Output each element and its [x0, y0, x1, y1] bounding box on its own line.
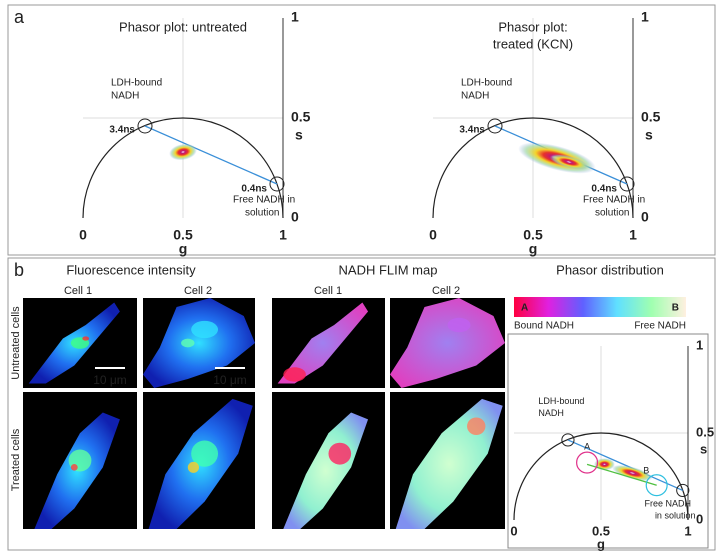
- panel-label: b: [14, 260, 24, 280]
- lifetime-marker: [487, 118, 503, 134]
- y-axis-label: s: [700, 441, 707, 456]
- cluster-b: [645, 474, 668, 497]
- cell: [143, 298, 255, 388]
- panel-label: a: [14, 7, 25, 27]
- x-tick-label: 1: [629, 227, 637, 243]
- panel-a-frame: [7, 4, 716, 256]
- universal-circle: [513, 432, 689, 521]
- cell: [390, 298, 505, 388]
- lifetime-marker: [269, 176, 285, 192]
- x-tick-label: 0.5: [592, 523, 610, 538]
- x-tick-label: 0.5: [173, 227, 193, 243]
- x-tick-label: 0: [510, 523, 517, 538]
- plot-title: Phasor plot: untreated: [119, 19, 247, 34]
- universal-circle: [82, 117, 284, 219]
- annotation: NADH: [111, 91, 139, 102]
- lifetime-marker: [561, 433, 575, 447]
- lifetime-label: 3.4ns: [109, 125, 135, 136]
- cell-label: Cell 2: [184, 285, 212, 297]
- cell-feature: [70, 464, 78, 471]
- colorbar-label: B: [672, 303, 679, 314]
- cell-label: Cell 2: [432, 285, 460, 297]
- x-axis-label: g: [179, 241, 188, 257]
- annotation: Free NADH in: [583, 195, 645, 206]
- cell-feature: [328, 442, 352, 465]
- cell-feature: [283, 367, 306, 382]
- cell-label: Cell 1: [314, 285, 342, 297]
- annotation: solution: [595, 208, 629, 219]
- y-tick-label: 0.5: [641, 109, 661, 125]
- cell-label: Cell 1: [64, 285, 92, 297]
- cluster-a: [576, 451, 599, 474]
- y-tick-label: 1: [641, 9, 649, 25]
- y-tick-label: 1: [291, 9, 299, 25]
- annotation: solution: [245, 208, 279, 219]
- phasor-cloud: [612, 465, 653, 482]
- annotation: LDH-bound: [111, 78, 162, 89]
- cell-feature: [82, 336, 90, 341]
- lifetime-label: 3.4ns: [459, 125, 485, 136]
- annotation: Free NADH: [645, 499, 692, 509]
- inset-frame: [507, 333, 709, 549]
- cluster-label: B: [643, 466, 649, 476]
- colorbar-label: A: [521, 303, 528, 314]
- cell-feature: [187, 461, 199, 473]
- lifetime-marker: [137, 118, 153, 134]
- colorbar-label: Bound NADH: [514, 321, 574, 332]
- annotation: LDH-bound: [461, 78, 512, 89]
- x-tick-label: 0: [79, 227, 87, 243]
- cell: [277, 302, 369, 384]
- lifetime-marker: [676, 483, 690, 498]
- annotation: LDH-bound: [538, 396, 584, 406]
- annotation: NADH: [538, 408, 564, 418]
- y-tick-label: 0: [641, 209, 649, 225]
- x-tick-label: 0: [429, 227, 437, 243]
- x-tick-label: 1: [684, 523, 691, 538]
- lifetime-label: 0.4ns: [591, 184, 617, 195]
- plot-title: treated (KCN): [493, 36, 573, 51]
- cell-feature: [191, 320, 219, 339]
- cell-feature: [191, 440, 219, 467]
- lifetime-label: 0.4ns: [241, 184, 267, 195]
- annotation: Free NADH in: [233, 195, 295, 206]
- metabolic-trajectory: [144, 125, 278, 185]
- colorbar-label: Free NADH: [634, 321, 686, 332]
- universal-circle: [432, 117, 634, 219]
- y-axis-label: s: [295, 127, 303, 143]
- metabolic-trajectory: [567, 439, 684, 492]
- row-label: Untreated cells: [10, 306, 22, 380]
- heading: NADH FLIM map: [339, 262, 438, 277]
- cell-feature: [181, 338, 195, 348]
- y-tick-label: 0: [696, 511, 703, 526]
- phasor-cloud: [549, 154, 589, 170]
- cell-feature: [447, 317, 471, 333]
- y-tick-label: 0.5: [291, 109, 311, 125]
- x-tick-label: 1: [279, 227, 287, 243]
- heading: Fluorescence intensity: [66, 262, 196, 277]
- x-axis-label: g: [597, 536, 605, 551]
- y-axis-label: s: [645, 127, 653, 143]
- cell: [283, 412, 369, 529]
- lifetime-marker: [619, 176, 635, 192]
- colorbar: [514, 297, 686, 317]
- cluster-label: A: [584, 441, 590, 451]
- heading: Phasor distribution: [556, 262, 664, 277]
- scale-bar-label: 10 μm: [213, 373, 247, 387]
- y-tick-label: 0: [291, 209, 299, 225]
- x-axis-label: g: [529, 241, 538, 257]
- x-tick-label: 0.5: [523, 227, 543, 243]
- annotation: NADH: [461, 91, 489, 102]
- cell-feature: [467, 417, 486, 436]
- row-label: Treated cells: [10, 428, 22, 491]
- y-tick-label: 1: [696, 337, 703, 352]
- annotation: in solution: [655, 511, 696, 521]
- scale-bar-label: 10 μm: [93, 373, 127, 387]
- plot-title: Phasor plot:: [498, 19, 567, 34]
- trajectory: [586, 463, 657, 486]
- panel-b-frame: [7, 257, 716, 551]
- phasor-cloud: [169, 143, 197, 161]
- y-tick-label: 0.5: [696, 424, 714, 439]
